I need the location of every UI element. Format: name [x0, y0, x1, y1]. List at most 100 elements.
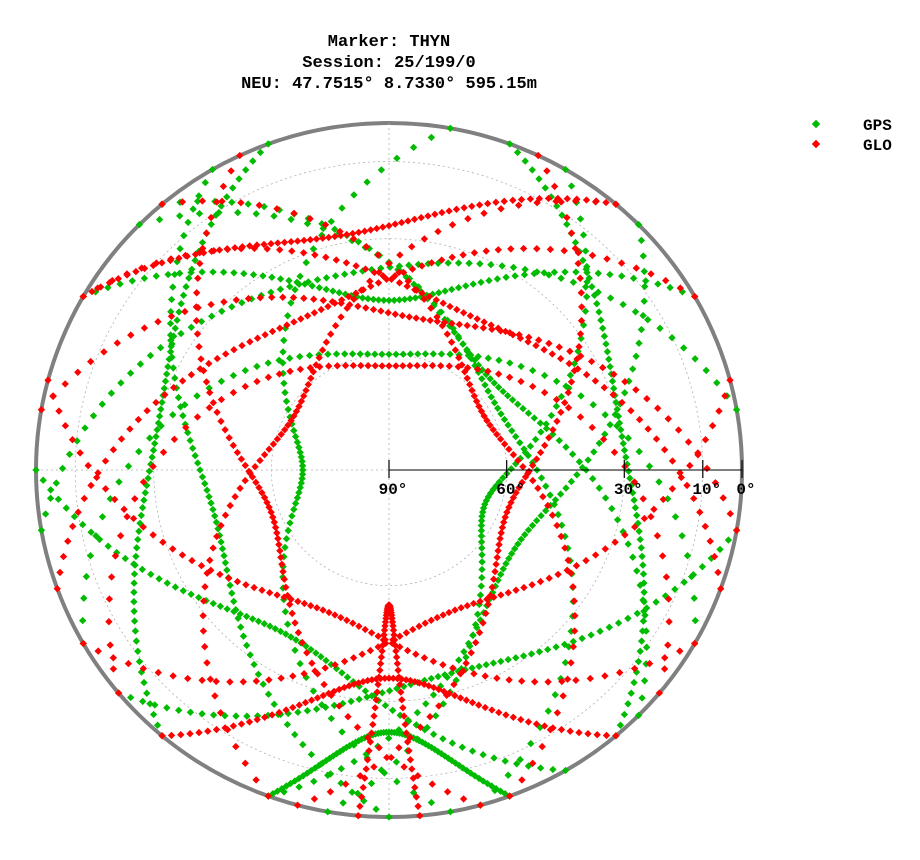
glo-point	[74, 368, 82, 376]
gps-point	[511, 545, 519, 553]
glo-point	[567, 229, 576, 237]
glo-point	[501, 327, 510, 336]
gps-point	[582, 283, 590, 291]
gps-point	[422, 700, 430, 708]
gps-point	[81, 424, 89, 432]
glo-point	[364, 362, 372, 370]
glo-point	[373, 688, 381, 696]
glo-point	[264, 373, 273, 381]
glo-point	[509, 493, 518, 502]
gps-point	[490, 399, 499, 407]
gps-point	[250, 660, 258, 669]
glo-point	[356, 802, 364, 810]
gps-point	[631, 504, 640, 512]
gps-point	[291, 432, 300, 441]
glo-point	[131, 495, 139, 503]
gps-point	[637, 637, 646, 645]
glo-point	[476, 801, 485, 809]
glo-point	[134, 415, 143, 424]
gps-point	[293, 494, 302, 502]
gps-point	[467, 351, 475, 359]
gps-point	[435, 289, 443, 297]
gps-point	[230, 597, 238, 606]
glo-point	[280, 238, 289, 247]
glo-point	[140, 264, 149, 273]
glo-point	[516, 334, 525, 342]
gps-point	[414, 350, 422, 358]
glo-point	[59, 552, 68, 561]
gps-point	[690, 594, 698, 602]
glo-point	[726, 510, 734, 518]
glo-point	[564, 404, 573, 412]
glo-point	[654, 404, 662, 412]
gps-point	[174, 393, 183, 402]
glo-point	[560, 247, 568, 255]
gps-point	[477, 532, 486, 540]
glo-point	[612, 732, 620, 740]
glo-point	[204, 727, 212, 735]
glo-point	[455, 320, 464, 329]
glo-point	[237, 199, 245, 207]
gps-point	[490, 379, 498, 387]
glo-point	[528, 581, 536, 589]
gps-point	[282, 535, 291, 543]
gps-point	[479, 751, 487, 759]
glo-point	[106, 641, 114, 649]
gps-point	[171, 270, 179, 279]
glo-point	[545, 574, 553, 582]
glo-point	[518, 677, 526, 685]
glo-point	[719, 494, 727, 502]
glo-point	[701, 436, 710, 444]
glo-point	[302, 386, 310, 395]
glo-point	[167, 312, 176, 320]
glo-point	[193, 289, 201, 297]
gps-point	[499, 474, 507, 482]
gps-point	[633, 609, 641, 618]
gps-point	[331, 225, 339, 233]
gps-point	[171, 583, 180, 591]
gps-point	[462, 282, 470, 290]
glo-point	[143, 407, 151, 415]
gps-point	[367, 779, 376, 788]
glo-point	[277, 430, 285, 439]
gps-point	[393, 154, 401, 162]
gps-point	[641, 282, 649, 291]
glo-point	[420, 235, 429, 243]
gps-point	[634, 657, 643, 666]
glo-point	[400, 712, 408, 720]
glo-point	[612, 200, 620, 208]
glo-point	[325, 362, 333, 370]
glo-point	[427, 616, 435, 624]
glo-point	[732, 526, 741, 534]
glo-point	[420, 654, 429, 662]
gps-point	[465, 259, 473, 267]
gps-point	[130, 598, 138, 606]
glo-point	[561, 399, 569, 407]
glo-point	[367, 729, 376, 737]
gps-point	[589, 475, 597, 483]
glo-point	[529, 461, 537, 470]
glo-point	[393, 674, 402, 683]
gps-point	[385, 296, 393, 305]
glo-point	[402, 729, 411, 737]
gps-point	[281, 388, 289, 397]
gps-point	[638, 552, 646, 561]
gps-point	[169, 411, 177, 419]
glo-point	[206, 675, 215, 683]
gps-point	[169, 283, 177, 291]
gps-point	[477, 521, 486, 530]
glo-point	[286, 600, 294, 609]
gps-point	[249, 157, 257, 165]
glo-point	[463, 374, 471, 382]
gps-point	[680, 578, 688, 586]
gps-point	[284, 620, 292, 628]
gps-point	[294, 708, 302, 716]
glo-point	[505, 445, 513, 453]
glo-point	[509, 451, 518, 459]
glo-point	[253, 334, 262, 342]
glo-point	[229, 722, 238, 730]
glo-point	[277, 553, 285, 562]
gps-point	[327, 714, 335, 723]
glo-point	[233, 577, 242, 586]
glo-point	[264, 792, 272, 800]
